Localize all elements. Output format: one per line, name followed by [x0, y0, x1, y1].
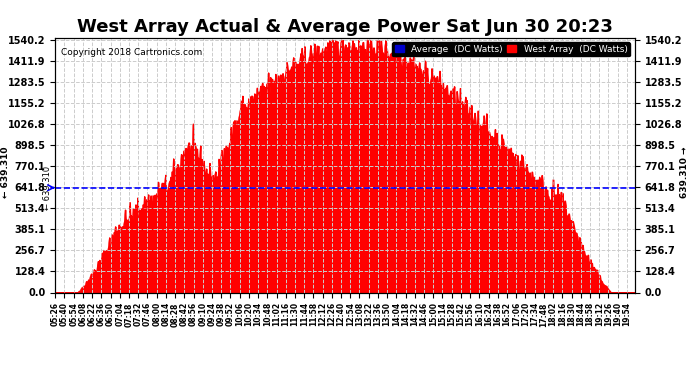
Text: 639.310 →: 639.310 → [680, 147, 689, 198]
Title: West Array Actual & Average Power Sat Jun 30 20:23: West Array Actual & Average Power Sat Ju… [77, 18, 613, 36]
Text: Copyright 2018 Cartronics.com: Copyright 2018 Cartronics.com [61, 48, 202, 57]
Legend: Average  (DC Watts), West Array  (DC Watts): Average (DC Watts), West Array (DC Watts… [393, 42, 630, 56]
Text: ← 639.310: ← 639.310 [43, 166, 52, 210]
Text: ← 639.310: ← 639.310 [1, 147, 10, 198]
